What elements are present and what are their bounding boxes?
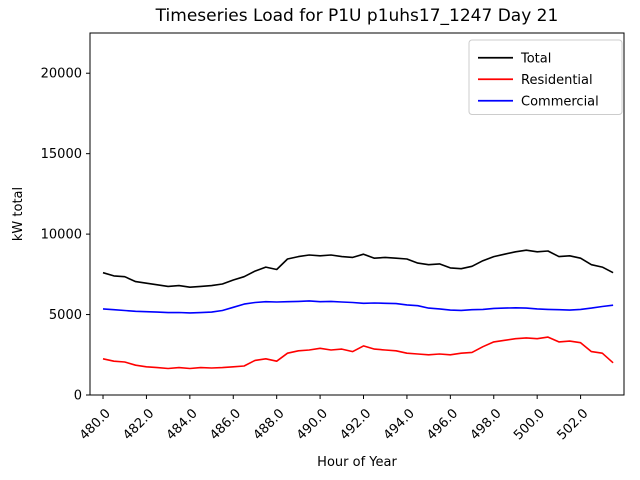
y-tick-label: 15000 <box>41 147 82 162</box>
series-line-total <box>102 249 614 289</box>
y-tick-label: 0 <box>74 389 82 404</box>
x-tick-label: 482.0 <box>120 406 157 443</box>
legend-label-commercial: Commercial <box>521 94 599 109</box>
y-tick-label: 5000 <box>49 308 82 323</box>
x-tick-label: 490.0 <box>294 406 331 443</box>
plot-lines <box>102 249 614 370</box>
x-tick-label: 502.0 <box>554 406 591 443</box>
x-tick-label: 494.0 <box>381 406 418 443</box>
x-tick-label: 488.0 <box>251 406 288 443</box>
series-line-residential <box>102 336 614 370</box>
legend-label-residential: Residential <box>521 73 593 88</box>
y-axis-ticks: 0 5000 10000 15000 20000 <box>41 67 90 404</box>
x-tick-label: 500.0 <box>511 406 548 443</box>
y-tick-label: 10000 <box>41 228 82 243</box>
x-tick-label: 480.0 <box>77 406 114 443</box>
legend: Total Residential Commercial <box>468 39 623 115</box>
x-tick-label: 484.0 <box>164 406 201 443</box>
y-axis-label: kW total <box>11 187 26 241</box>
chart-title: Timeseries Load for P1U p1uhs17_1247 Day… <box>155 6 559 26</box>
x-tick-label: 498.0 <box>468 406 505 443</box>
plot-frame <box>89 32 625 396</box>
x-axis-ticks: 480.0 482.0 484.0 486.0 488.0 490.0 492.0 494.0… <box>77 395 591 443</box>
x-tick-label: 496.0 <box>424 406 461 443</box>
x-tick-label: 486.0 <box>207 406 244 443</box>
x-tick-label: 492.0 <box>337 406 374 443</box>
legend-label-total: Total <box>520 51 551 66</box>
series-line-commercial <box>102 300 614 314</box>
x-axis-label: Hour of Year <box>317 455 397 470</box>
y-tick-label: 20000 <box>41 67 82 82</box>
